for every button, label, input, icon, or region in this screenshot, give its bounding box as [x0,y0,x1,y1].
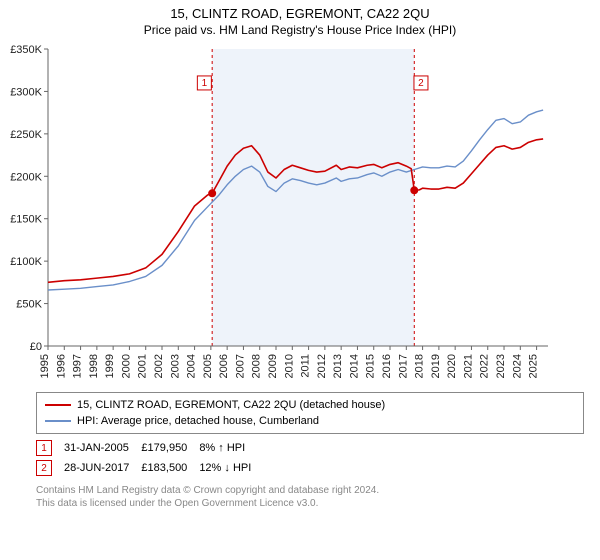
svg-text:£200K: £200K [10,171,42,183]
table-row: 1 31-JAN-2005£179,9508% ↑ HPI [36,438,263,458]
svg-text:£50K: £50K [16,299,42,311]
svg-text:2003: 2003 [169,354,181,378]
svg-text:2023: 2023 [495,354,507,378]
svg-text:2006: 2006 [218,354,230,378]
svg-text:£100K: £100K [10,256,42,268]
attribution-line2: This data is licensed under the Open Gov… [36,497,584,510]
svg-text:2008: 2008 [251,354,263,378]
svg-text:1999: 1999 [104,354,116,378]
svg-text:1997: 1997 [72,354,84,378]
svg-text:2002: 2002 [153,354,165,378]
legend-label: HPI: Average price, detached house, Cumb… [77,415,319,427]
sale-date: 31-JAN-2005 [64,438,141,458]
svg-text:2019: 2019 [430,354,442,378]
svg-text:2010: 2010 [283,354,295,378]
svg-text:£250K: £250K [10,129,42,141]
svg-text:2018: 2018 [414,354,426,378]
svg-text:2022: 2022 [479,354,491,378]
svg-text:1995: 1995 [39,354,51,378]
svg-text:2000: 2000 [120,354,132,378]
svg-text:£300K: £300K [10,86,42,98]
chart-subtitle: Price paid vs. HM Land Registry's House … [0,21,600,41]
svg-text:2007: 2007 [234,354,246,378]
svg-text:2001: 2001 [137,354,149,378]
svg-text:2015: 2015 [365,354,377,378]
svg-text:2025: 2025 [528,354,540,378]
svg-text:2011: 2011 [300,354,312,378]
svg-text:2013: 2013 [332,354,344,378]
sale-marker-icon: 1 [36,440,52,456]
sale-date: 28-JUN-2017 [64,458,141,478]
chart-title: 15, CLINTZ ROAD, EGREMONT, CA22 2QU [0,0,600,21]
svg-text:2005: 2005 [202,354,214,378]
svg-text:2021: 2021 [462,354,474,378]
legend-item: HPI: Average price, detached house, Cumb… [45,413,575,429]
svg-text:£350K: £350K [10,44,42,56]
legend-swatch [45,420,71,422]
svg-text:1: 1 [202,78,208,89]
sale-marker-icon: 2 [36,460,52,476]
figure-container: 15, CLINTZ ROAD, EGREMONT, CA22 2QU Pric… [0,0,600,560]
legend-item: 15, CLINTZ ROAD, EGREMONT, CA22 2QU (det… [45,397,575,413]
chart-svg: £0 £50K £100K £150K £200K £250K £300K £350K 1995… [0,41,560,386]
svg-text:2020: 2020 [446,354,458,378]
svg-text:2024: 2024 [511,354,523,378]
svg-text:2017: 2017 [397,354,409,378]
svg-text:2: 2 [418,78,424,89]
svg-text:2004: 2004 [186,354,198,378]
svg-text:£0: £0 [30,341,42,353]
legend-label: 15, CLINTZ ROAD, EGREMONT, CA22 2QU (det… [77,399,385,411]
svg-text:2016: 2016 [381,354,393,378]
legend-swatch [45,404,71,406]
svg-text:1996: 1996 [55,354,67,378]
svg-text:£150K: £150K [10,214,42,226]
sale-price: £179,950 [141,438,199,458]
svg-text:2014: 2014 [348,354,360,378]
attribution: Contains HM Land Registry data © Crown c… [36,484,584,510]
attribution-line1: Contains HM Land Registry data © Crown c… [36,484,584,497]
legend: 15, CLINTZ ROAD, EGREMONT, CA22 2QU (det… [36,392,584,434]
chart-area: £0 £50K £100K £150K £200K £250K £300K £350K 1995… [0,41,600,386]
sale-delta: 8% ↑ HPI [199,438,263,458]
sales-table: 1 31-JAN-2005£179,9508% ↑ HPI 2 28-JUN-2017… [36,438,263,478]
svg-text:2012: 2012 [316,354,328,378]
svg-text:1998: 1998 [88,354,100,378]
sale-price: £183,500 [141,458,199,478]
svg-text:2009: 2009 [267,354,279,378]
table-row: 2 28-JUN-2017£183,50012% ↓ HPI [36,458,263,478]
sale-delta: 12% ↓ HPI [199,458,263,478]
